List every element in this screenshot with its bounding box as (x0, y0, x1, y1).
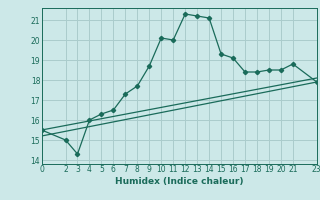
X-axis label: Humidex (Indice chaleur): Humidex (Indice chaleur) (115, 177, 244, 186)
